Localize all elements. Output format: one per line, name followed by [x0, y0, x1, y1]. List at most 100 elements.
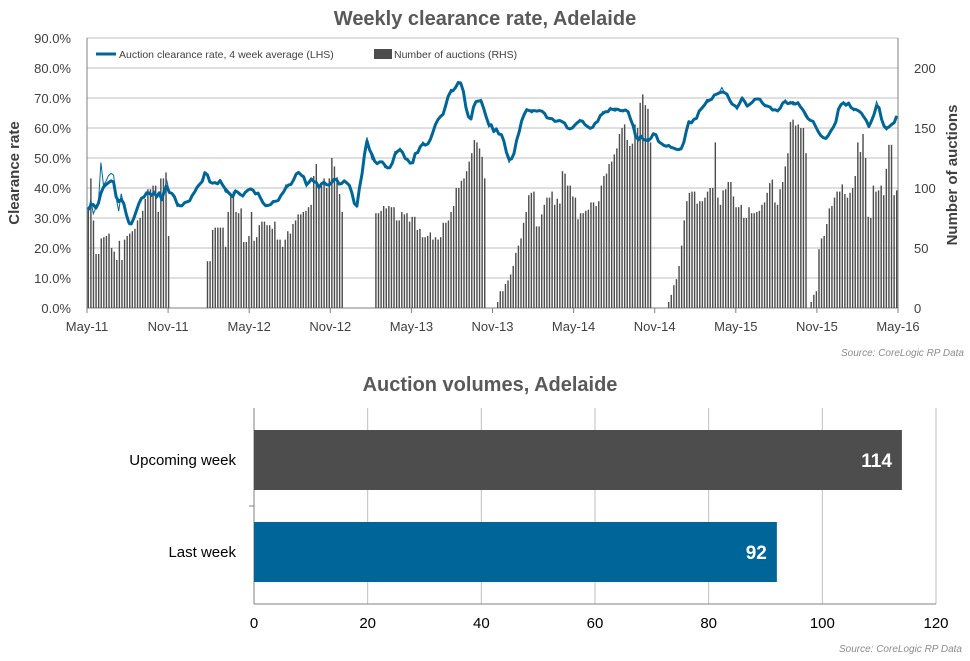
- auction-bar: [670, 294, 672, 308]
- auction-bar: [253, 240, 255, 308]
- auction-bar: [237, 213, 240, 308]
- chart1-clearance-lines: [86, 80, 899, 226]
- y-tick-label: 40.0%: [34, 181, 71, 196]
- chart1-x-ticks: May-11 Nov-11 May-12 Nov-12 May-13 Nov-13 May-…: [66, 308, 920, 334]
- x-tick-label: 60: [587, 615, 604, 632]
- auction-bar: [411, 216, 413, 308]
- auction-bar: [600, 185, 603, 308]
- auction-bar: [618, 134, 621, 308]
- auction-bar: [476, 142, 478, 308]
- auction-bar: [598, 201, 600, 308]
- chart2-source: Source: CoreLogic RP Data: [839, 644, 962, 655]
- auction-bar: [522, 222, 525, 308]
- auction-bar: [313, 176, 315, 308]
- auction-bar: [507, 280, 509, 308]
- auction-bar: [118, 240, 121, 308]
- auction-bar: [154, 185, 157, 308]
- auction-bar: [530, 192, 533, 308]
- y-tick-label: 80.0%: [34, 61, 71, 76]
- auction-bar: [732, 196, 735, 308]
- auction-bar: [805, 153, 807, 308]
- auction-bar: [639, 102, 641, 308]
- auction-bar: [460, 180, 463, 308]
- auction-bar: [758, 210, 761, 308]
- chart2-bars: 114 92: [254, 430, 902, 582]
- auction-bar: [613, 154, 615, 308]
- auction-bar: [144, 198, 147, 308]
- auction-bar: [883, 195, 885, 308]
- auction-bar: [838, 191, 841, 308]
- auction-bar: [258, 225, 261, 308]
- y-tick-label: 30.0%: [34, 211, 71, 226]
- x-tick-label: May-12: [228, 319, 271, 334]
- auction-bar: [520, 238, 522, 308]
- auction-bar: [538, 226, 540, 308]
- auction-bar: [566, 185, 569, 308]
- auction-bar: [750, 213, 753, 308]
- x-tick-label: 40: [473, 615, 490, 632]
- auction-bar: [439, 237, 442, 308]
- auction-bar: [289, 233, 292, 308]
- auction-bar: [792, 119, 794, 308]
- y2-tick-label: 100: [914, 181, 936, 196]
- auction-bar: [864, 158, 867, 308]
- auction-bar: [139, 218, 141, 308]
- auction-bar: [548, 197, 551, 308]
- auction-bar: [333, 166, 336, 308]
- auction-bar: [634, 124, 636, 309]
- x-tick-label: Nov-11: [148, 319, 189, 334]
- auction-bar: [214, 227, 216, 308]
- auction-bar: [219, 227, 222, 308]
- auction-bar: [256, 237, 258, 308]
- auction-bar: [621, 128, 623, 308]
- auction-bar: [414, 216, 416, 308]
- auction-bar: [872, 185, 875, 308]
- chart1-left-ticks: 0.0% 10.0% 20.0% 30.0% 40.0% 50.0% 60.0% 70.0% 8…: [34, 31, 71, 316]
- auction-bar: [893, 195, 895, 308]
- auction-bar: [608, 164, 610, 308]
- auction-bar: [250, 212, 253, 308]
- auction-bar: [626, 140, 628, 308]
- auction-bar: [877, 190, 880, 308]
- auction-bar: [471, 153, 473, 308]
- auction-bar: [287, 231, 289, 308]
- auction-bar: [582, 213, 584, 308]
- auction-bar: [230, 194, 232, 308]
- auction-bar: [341, 212, 343, 308]
- x-tick-label: Nov-14: [634, 319, 676, 334]
- x-tick-label: 80: [700, 615, 717, 632]
- auction-bar: [152, 185, 154, 308]
- y-tick-label: 70.0%: [34, 91, 71, 106]
- auction-bar: [592, 202, 595, 308]
- auction-bar: [206, 261, 209, 308]
- auction-bar: [722, 190, 724, 308]
- auction-bar: [756, 212, 758, 308]
- y-tick-label: 60.0%: [34, 121, 71, 136]
- auction-bar: [704, 197, 706, 308]
- auction-bar: [885, 168, 888, 308]
- auction-bar: [595, 206, 597, 308]
- auction-bar: [224, 246, 227, 308]
- chart1-y2label: Number of auctions: [944, 105, 961, 246]
- y2-tick-label: 200: [914, 61, 936, 76]
- auction-bar: [450, 212, 452, 308]
- auction-bar: [307, 207, 310, 308]
- auction-bar: [525, 212, 527, 308]
- auction-bar: [305, 210, 307, 308]
- auction-bar: [240, 208, 242, 308]
- auction-bar: [559, 203, 561, 308]
- chart1-ylabel: Clearance rate: [6, 121, 23, 224]
- x-tick-label: 120: [923, 615, 948, 632]
- auction-bar: [616, 148, 618, 308]
- auction-bar: [831, 206, 833, 308]
- x-tick-label: May-13: [390, 319, 433, 334]
- auction-bar: [730, 182, 732, 308]
- auction-bar: [717, 197, 719, 308]
- auction-bar: [499, 291, 501, 308]
- auction-bar: [463, 178, 465, 308]
- auction-bar: [406, 213, 408, 308]
- auction-bar: [779, 189, 781, 308]
- auction-bar: [87, 207, 90, 308]
- auction-bar: [766, 192, 768, 308]
